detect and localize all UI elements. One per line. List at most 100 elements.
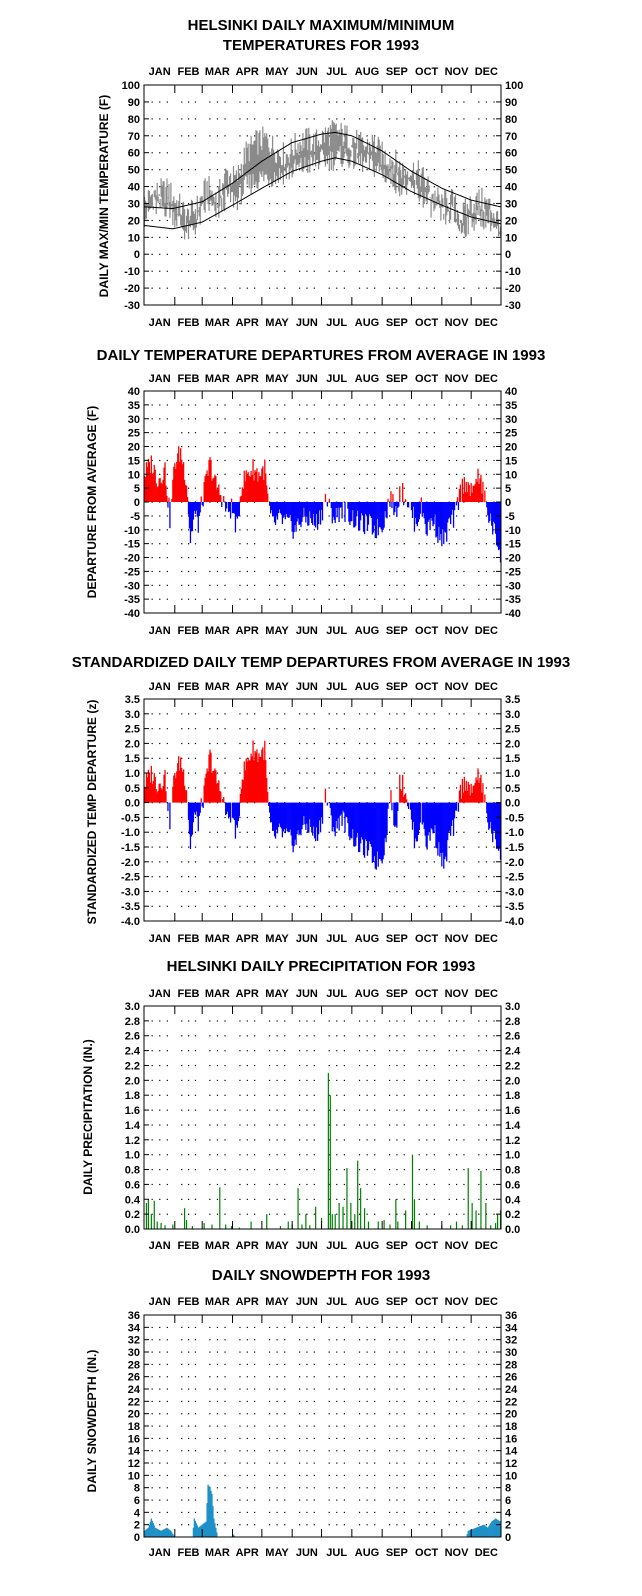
grid-dot [194,713,197,715]
grid-dot [336,1437,338,1440]
grid-dot [418,757,420,759]
grid-dot [328,529,330,531]
grid-dot [216,1462,219,1464]
grid-dot [448,253,450,255]
grid-dot [268,459,271,462]
grid-dot [268,890,271,893]
grid-dot [328,905,330,907]
grid-dot [254,253,256,255]
grid-dot [403,1400,405,1403]
grid-dot [306,101,308,103]
grid-dot [151,1400,153,1403]
grid-dot [366,1425,368,1427]
grid-dot [216,1363,219,1366]
grid-dot [239,118,241,120]
grid-dot [388,418,391,420]
grid-dot [374,1139,376,1141]
y-tick-label-right: -1.5 [505,842,524,854]
grid-dot [455,1035,458,1037]
grid-dot [268,446,271,448]
grid-dot [358,1064,361,1067]
grid-dot [216,1064,219,1067]
grid-dot [448,1339,450,1341]
grid-dot [239,1474,241,1477]
grid-dot [463,1474,465,1477]
y-tick-label-left: 2.6 [125,1031,140,1043]
grid-dot [448,1064,450,1067]
grid-dot [478,1499,480,1501]
grid-dot [159,876,161,878]
grid-dot [194,432,197,434]
grid-dot [403,1499,405,1501]
grid-dot [388,861,391,863]
grid-dot [151,713,153,715]
grid-dot [485,1499,488,1501]
grid-dot [239,152,241,154]
grid-dot [313,1413,315,1415]
grid-dot [209,1474,211,1477]
grid-dot [433,1183,435,1186]
grid-dot [433,713,435,715]
grid-dot [151,1094,153,1096]
grid-dot [426,1139,428,1141]
grid-dot [463,152,465,154]
grid-dot [433,1487,435,1489]
grid-dot [485,757,488,759]
grid-dot [358,557,361,559]
grid-dot [188,1499,190,1501]
grid-dot [478,1154,480,1156]
grid-dot [276,876,278,878]
grid-dot [306,1413,308,1415]
grid-dot [181,253,183,255]
grid-dot [194,418,197,420]
grid-dot [485,1474,488,1477]
grid-dot [159,529,161,531]
grid-dot [194,473,197,475]
grid-dot [284,1363,286,1366]
grid-dot [159,1511,161,1514]
grid-dot [306,772,308,774]
grid-dot [209,152,211,154]
grid-dot [328,1524,330,1526]
grid-dot [284,270,286,272]
grid-dot [418,1462,420,1464]
grid-dot [328,459,330,462]
grid-dot [485,169,488,171]
grid-dot [216,584,219,586]
chart1-title-line2: TEMPERATURES FOR 1993 [223,37,419,54]
grid-dot [433,1064,435,1067]
grid-dot [194,446,197,448]
grid-dot [485,1020,488,1022]
grid-dot [448,742,450,745]
y-tick-label-right: 26 [505,1372,517,1384]
month-label-bottom: OCT [415,1240,439,1252]
grid-dot [403,787,405,789]
y-tick-label-right: 2 [505,1520,511,1532]
grid-dot [493,169,495,171]
grid-dot [194,236,197,239]
grid-dot [216,1079,219,1082]
grid-dot [343,861,345,863]
grid-dot [336,432,338,434]
grid-dot [396,418,398,420]
grid-dot [151,1213,153,1215]
grid-dot [448,1363,450,1366]
grid-dot [239,787,241,789]
grid-dot [433,529,435,531]
grid-dot [336,1524,338,1526]
grid-dot [276,1169,278,1171]
grid-dot [493,543,495,545]
grid-dot [396,446,398,448]
grid-dot [433,787,435,789]
grid-dot [151,1109,153,1111]
grid-dot [485,742,488,745]
grid-dot [166,253,168,255]
grid-dot [216,1109,219,1111]
grid-dot [388,816,391,819]
month-label-top: FEB [178,988,200,1000]
grid-dot [299,905,301,907]
grid-dot [224,1388,226,1390]
grid-dot [194,1094,197,1096]
grid-dot [224,1437,226,1440]
grid-dot [209,1064,211,1067]
